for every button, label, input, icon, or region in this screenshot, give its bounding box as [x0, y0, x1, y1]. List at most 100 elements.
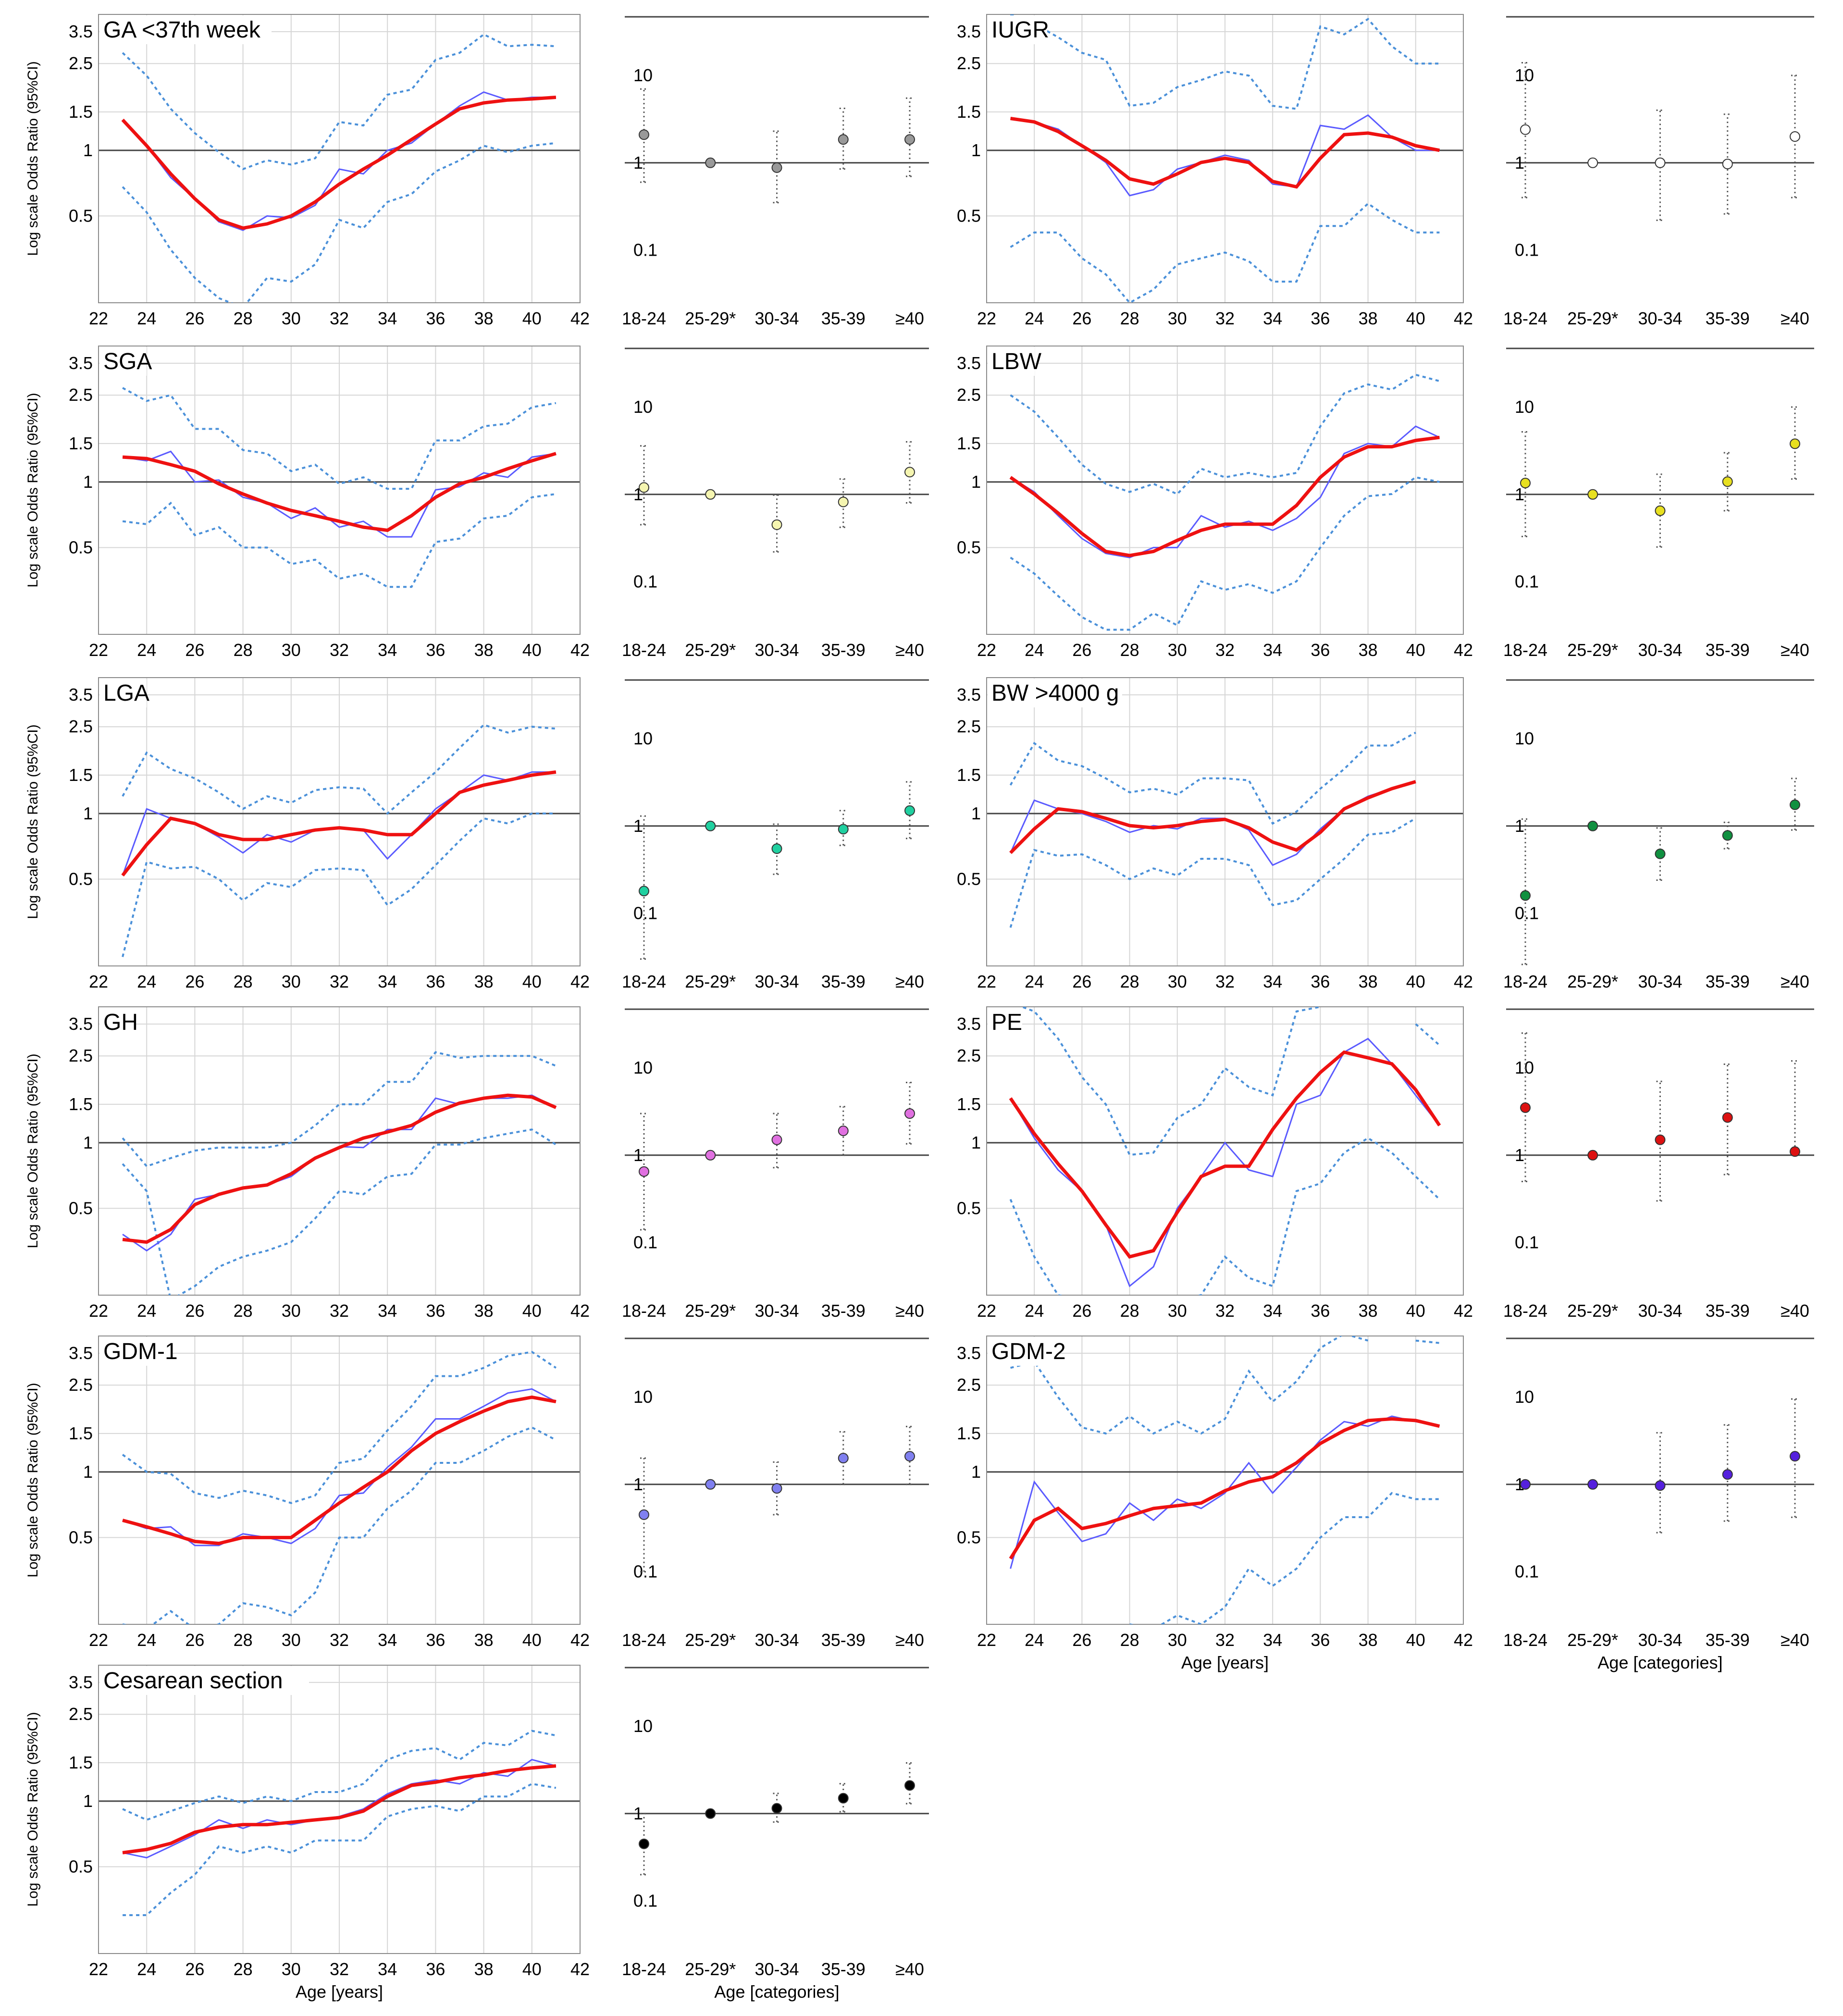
x-tick-label: 30	[282, 1630, 301, 1650]
y-tick-label: 1.5	[69, 102, 93, 122]
y-tick-label: 1.5	[69, 433, 93, 453]
panel-4: 22 24 26 28 30 32 34 36 38 40 42 0.5 1 1.5 2.5 3.5 LGA Lo…	[25, 677, 929, 991]
category-tick-label: 30-34	[755, 640, 799, 660]
y-tick-label: 1.5	[69, 765, 93, 785]
category-tick-label: 18-24	[1503, 309, 1547, 328]
category-tick-label: 35-39	[1706, 1630, 1750, 1650]
y-tick-label: 0.5	[69, 206, 93, 225]
x-tick-label: 24	[1025, 972, 1044, 991]
y-tick-label: 2.5	[957, 1375, 981, 1395]
panel-title-bg	[988, 15, 1047, 44]
panel-10: 22 24 26 28 30 32 34 36 38 40 42 0.5 1 1.5 2.5 3.5 Cesar…	[25, 1665, 929, 2002]
odds-ratio-marker	[771, 1803, 782, 1814]
x-tick-label: 24	[137, 1630, 156, 1650]
category-tick-label: 30-34	[1638, 640, 1682, 660]
y-tick-label: 3.5	[69, 1014, 93, 1034]
x-tick-label: 24	[1025, 1630, 1044, 1650]
category-y-tick-label: 1	[1515, 1474, 1524, 1494]
odds-ratio-marker	[771, 1134, 782, 1145]
category-tick-label: 30-34	[1638, 309, 1682, 328]
category-tick-label: 25-29*	[685, 972, 736, 991]
category-tick-label: ≥40	[895, 1959, 924, 1979]
category-axis-title: Age [categories]	[714, 1982, 839, 2002]
category-y-tick-label: 0.1	[1515, 1233, 1539, 1252]
odds-ratio-marker	[904, 1451, 915, 1462]
fitted-line	[1009, 1417, 1440, 1560]
x-tick-label: 24	[1025, 640, 1044, 660]
y-tick-label: 2.5	[957, 1046, 981, 1065]
category-tick-label: 30-34	[755, 1630, 799, 1650]
fitted-line	[1009, 1050, 1441, 1259]
x-tick-label: 40	[1406, 1301, 1425, 1321]
y-tick-label: 0.5	[69, 1856, 93, 1876]
x-tick-label: 30	[1168, 309, 1187, 328]
x-tick-label: 40	[522, 309, 542, 328]
odds-ratio-marker	[639, 1166, 649, 1177]
category-tick-label: 18-24	[622, 1959, 666, 1979]
category-tick-label: 25-29*	[685, 309, 736, 328]
x-tick-label: 28	[234, 309, 253, 328]
x-tick-label: 26	[185, 1959, 204, 1979]
panel-title: LGA	[103, 680, 149, 706]
category-tick-label: ≥40	[1781, 1630, 1809, 1650]
observed-line	[1010, 1415, 1440, 1569]
plot-frame	[986, 677, 1464, 966]
category-y-tick-label: 0.1	[633, 1891, 657, 1911]
x-tick-label: 36	[426, 640, 445, 660]
y-tick-label: 0.5	[69, 1527, 93, 1547]
panel-2: 22 24 26 28 30 32 34 36 38 40 42 0.5 1 1.5 2.5 3.5 SGA Lo…	[25, 346, 929, 660]
category-tick-label: ≥40	[895, 1301, 924, 1321]
category-y-tick-label: 0.1	[633, 240, 657, 260]
observed-line	[122, 450, 557, 538]
odds-ratio-marker	[904, 134, 915, 145]
y-tick-label: 0.5	[957, 537, 981, 557]
category-y-tick-label: 10	[633, 1058, 653, 1077]
series-group	[1009, 1336, 1440, 1624]
x-tick-label: 40	[522, 1301, 542, 1321]
x-tick-label: 38	[1359, 640, 1378, 660]
panel-1: 22 24 26 28 30 32 34 36 38 40 42 0.5 1 1.5 2.5 3.5 IUGR 0…	[957, 14, 1814, 328]
category-tick-label: 35-39	[1706, 1301, 1750, 1321]
x-tick-label: 26	[185, 640, 204, 660]
panel-6: 22 24 26 28 30 32 34 36 38 40 42 0.5 1 1.5 2.5 3.5 GH Log…	[25, 1006, 929, 1321]
odds-ratio-marker	[771, 843, 782, 854]
odds-ratio-marker	[1722, 830, 1733, 841]
x-tick-label: 40	[522, 972, 542, 991]
x-tick-label: 42	[1454, 309, 1473, 328]
ci-upper-line	[122, 1730, 557, 1821]
x-tick-label: 42	[570, 309, 590, 328]
x-tick-label: 40	[1406, 972, 1425, 991]
x-tick-label: 38	[1359, 1630, 1378, 1650]
fitted-line	[1010, 117, 1440, 189]
x-tick-label: 38	[1359, 1301, 1378, 1321]
x-tick-label: 30	[282, 1301, 301, 1321]
x-tick-label: 30	[1168, 1301, 1187, 1321]
x-tick-label: 36	[426, 972, 445, 991]
odds-ratio-marker	[1790, 131, 1800, 142]
category-tick-label: 35-39	[1706, 640, 1750, 660]
category-tick-label: 25-29*	[685, 1301, 736, 1321]
y-axis-title: Log scale Odds Ratio (95%CI)	[25, 1712, 41, 1906]
x-tick-label: 42	[1454, 640, 1473, 660]
odds-ratio-marker	[1520, 1479, 1531, 1490]
fitted-line	[122, 1395, 557, 1546]
odds-ratio-marker	[1655, 1134, 1666, 1145]
category-tick-label: 25-29*	[685, 1959, 736, 1979]
category-tick-label: 35-39	[821, 972, 866, 991]
x-tick-label: 24	[137, 1301, 156, 1321]
x-tick-label: 28	[234, 1630, 253, 1650]
odds-ratio-marker	[705, 157, 716, 168]
category-axis-title: Age [categories]	[1597, 1653, 1722, 1672]
category-tick-label: 25-29*	[1567, 640, 1618, 660]
odds-ratio-marker	[838, 1453, 849, 1464]
x-tick-label: 36	[1311, 972, 1330, 991]
category-tick-label: 30-34	[1638, 972, 1682, 991]
odds-ratio-marker	[904, 467, 915, 478]
y-tick-label: 1	[971, 1462, 981, 1482]
x-tick-label: 22	[977, 972, 996, 991]
x-tick-label: 28	[1120, 640, 1139, 660]
category-tick-label: 18-24	[622, 1630, 666, 1650]
category-tick-label: 30-34	[1638, 1301, 1682, 1321]
x-tick-label: 30	[282, 640, 301, 660]
odds-ratio-marker	[705, 820, 716, 831]
